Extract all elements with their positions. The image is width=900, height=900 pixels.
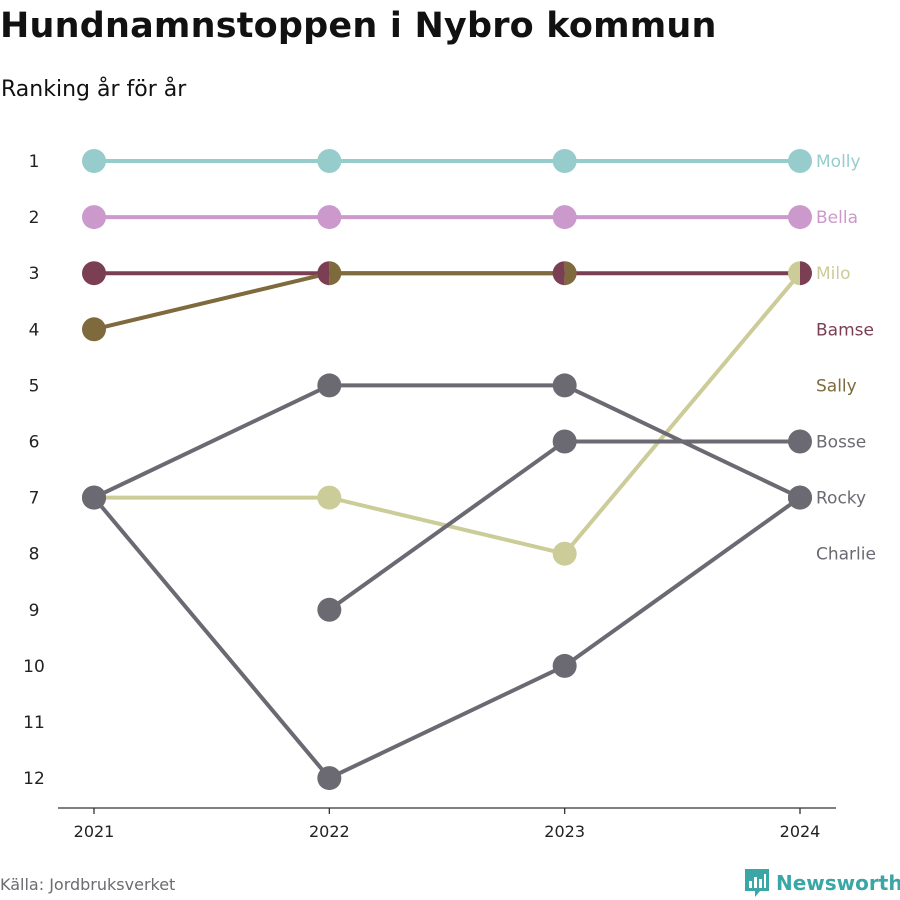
series-line-charlie <box>92 495 802 781</box>
end-label-sally: Sally <box>816 376 857 396</box>
point-charlie-2021 <box>82 485 106 510</box>
end-label-milo: Milo <box>816 264 851 284</box>
end-label-rocky: Rocky <box>816 489 866 509</box>
series-points <box>82 149 813 791</box>
point-bamse-2022 <box>317 261 330 286</box>
point-molly-2024 <box>788 149 812 173</box>
brand-name: Newsworthy <box>776 871 900 895</box>
x-tick-label-2023: 2023 <box>544 822 585 841</box>
series-line-milo <box>92 271 802 556</box>
point-bamse-2024 <box>800 261 813 286</box>
point-bamse-2021 <box>82 261 106 286</box>
y-tick-label-10: 10 <box>23 657 45 677</box>
point-sally-2021 <box>82 317 106 342</box>
chart-title: Hundnamnstoppen i Nybro kommun <box>0 6 717 46</box>
point-sally-2022 <box>329 261 342 286</box>
source-note: Källa: Jordbruksverket <box>0 875 176 894</box>
point-sally-2023 <box>564 261 577 286</box>
newsworthy-icon <box>745 869 769 897</box>
end-label-bamse: Bamse <box>816 320 874 340</box>
y-tick-label-5: 5 <box>29 376 40 396</box>
point-bella-2021 <box>82 205 106 230</box>
y-tick-label-2: 2 <box>29 208 40 228</box>
y-tick-label-11: 11 <box>23 713 45 733</box>
chart-subtitle: Ranking år för år <box>1 77 187 102</box>
y-tick-label-1: 1 <box>29 152 40 172</box>
point-charlie-2023 <box>552 653 577 678</box>
point-molly-2021 <box>82 149 106 173</box>
point-bosse-2022 <box>317 597 342 622</box>
series-end-labels: Molly Bella Milo Bamse Sally Bosse Rocky Charli… <box>816 152 876 565</box>
brand-logo[interactable]: Newsworthy <box>744 868 900 898</box>
x-tick-label-2024: 2024 <box>780 822 821 841</box>
y-tick-label-12: 12 <box>23 769 45 789</box>
end-label-molly: Molly <box>816 152 861 172</box>
point-charlie-2024 <box>788 485 812 510</box>
point-bella-2023 <box>552 205 577 230</box>
y-tick-label-4: 4 <box>29 320 40 340</box>
point-bosse-2024 <box>788 429 812 454</box>
point-molly-2023 <box>552 149 577 173</box>
y-tick-label-6: 6 <box>29 433 40 453</box>
point-bella-2022 <box>317 205 342 230</box>
point-milo-2024 <box>788 261 800 286</box>
point-rocky-2023 <box>552 373 577 398</box>
point-milo-2023 <box>552 541 577 566</box>
point-molly-2022 <box>317 149 342 173</box>
y-tick-label-7: 7 <box>29 489 40 509</box>
point-bella-2024 <box>788 205 812 230</box>
series-lines <box>92 159 802 781</box>
x-axis: 2021 2022 2023 2024 <box>58 807 836 841</box>
y-tick-label-3: 3 <box>29 264 40 284</box>
point-bamse-2023 <box>552 261 565 286</box>
point-charlie-2022 <box>317 766 342 791</box>
end-label-bosse: Bosse <box>816 433 866 453</box>
x-tick-label-2021: 2021 <box>74 822 115 841</box>
x-tick-label-2022: 2022 <box>309 822 350 841</box>
end-label-charlie: Charlie <box>816 545 876 565</box>
y-tick-label-9: 9 <box>29 601 40 621</box>
series-line-rocky <box>92 383 802 500</box>
point-milo-2022 <box>317 485 342 510</box>
y-tick-label-8: 8 <box>29 545 40 565</box>
point-bosse-2023 <box>552 429 577 454</box>
series-line-bosse <box>327 439 802 612</box>
point-rocky-2022 <box>317 373 342 398</box>
end-label-bella: Bella <box>816 208 858 228</box>
